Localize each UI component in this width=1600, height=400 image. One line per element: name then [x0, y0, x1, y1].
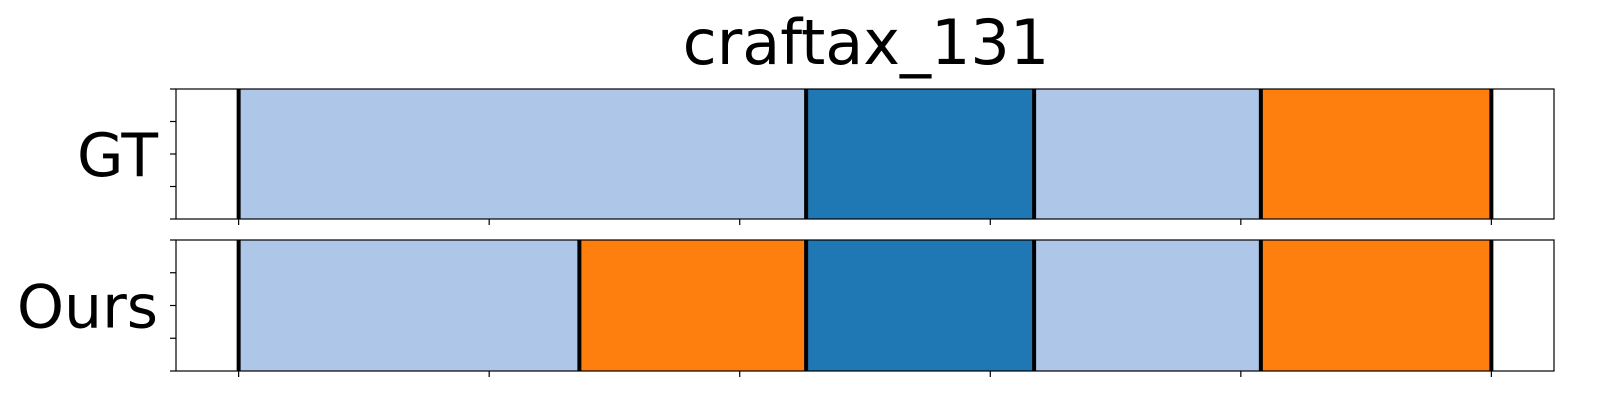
segment-1-0: [238, 240, 580, 371]
segment-1-1: [579, 240, 807, 371]
rows-layer: GT Ours: [17, 88, 1555, 377]
chart-title: craftax_131: [683, 6, 1050, 79]
segment-0-2: [1034, 89, 1261, 219]
segment-1-2: [806, 240, 1035, 371]
panel-1: Ours: [17, 239, 1555, 377]
row-label-1: Ours: [17, 273, 158, 343]
row-label-0: GT: [77, 121, 158, 191]
segment-0-1: [806, 89, 1035, 219]
segment-1-4: [1260, 240, 1492, 371]
segment-0-3: [1260, 89, 1492, 219]
panel-0: GT: [77, 88, 1555, 225]
segment-1-3: [1034, 240, 1261, 371]
segment-0-0: [238, 89, 807, 219]
